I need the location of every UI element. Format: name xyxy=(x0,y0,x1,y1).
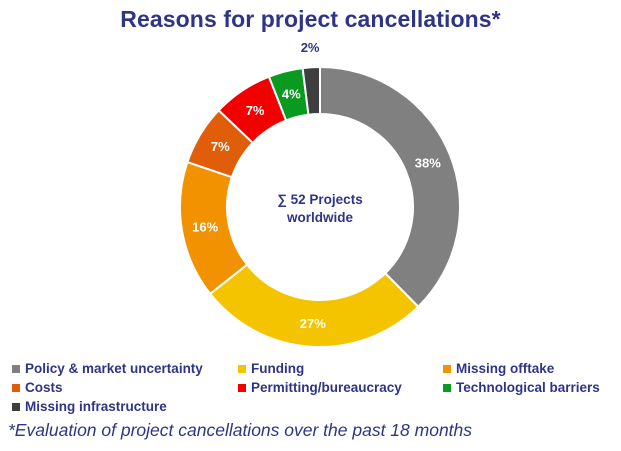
chart-footnote: *Evaluation of project cancellations ove… xyxy=(8,420,473,440)
slice-value-label: 2% xyxy=(301,40,320,55)
donut-slice-policy-market-uncertainty xyxy=(319,65,461,309)
slice-value-label: 7% xyxy=(246,103,265,118)
center-label-line-1: ∑ 52 Projects xyxy=(277,192,362,207)
slice-value-label: 16% xyxy=(192,219,218,234)
chart-title: Reasons for project cancellations* xyxy=(120,6,501,32)
slice-value-label: 7% xyxy=(211,139,230,154)
donut-slice-funding xyxy=(208,263,420,348)
donut-slices xyxy=(179,65,461,348)
slice-value-label: 27% xyxy=(300,316,326,331)
donut-slice-missing-infrastructure xyxy=(301,65,321,116)
slice-value-label: 38% xyxy=(415,155,441,170)
center-label-line-2: worldwide xyxy=(286,210,353,225)
donut-slice-labels: 38% 27% 16% 7% 7% 4% 2% xyxy=(192,40,441,331)
slice-value-label: 4% xyxy=(282,87,301,102)
